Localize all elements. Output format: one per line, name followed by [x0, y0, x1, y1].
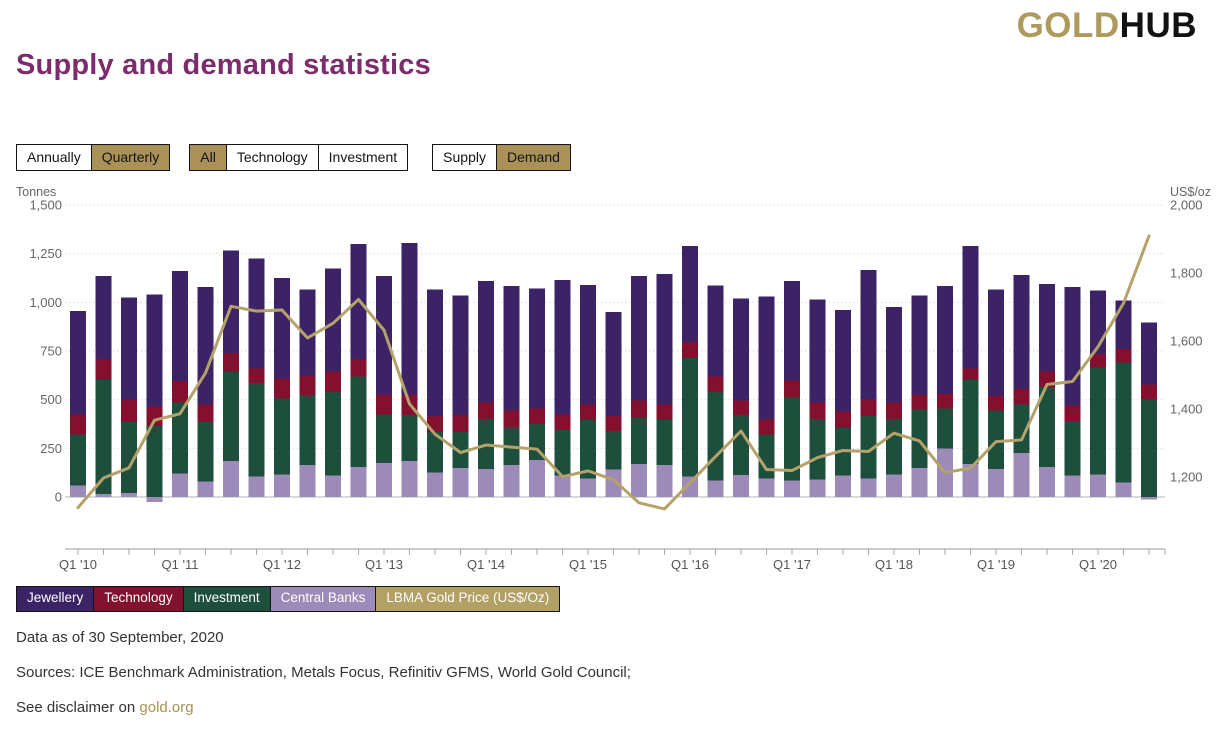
- logo-gold-text: GOLD: [1016, 6, 1120, 45]
- svg-text:0: 0: [55, 490, 62, 505]
- page-title: Supply and demand statistics: [16, 49, 431, 81]
- demand-chart-svg: 0 250 500 750 1,000 1,250 1,500 2,000 1,800 1,600…: [16, 185, 1211, 572]
- svg-text:1,500: 1,500: [29, 198, 62, 213]
- svg-text:Q1 '13: Q1 '13: [365, 557, 403, 572]
- sources-note: Sources: ICE Benchmark Administration, M…: [16, 664, 631, 681]
- legend-chip-technology[interactable]: Technology: [93, 586, 184, 612]
- svg-text:1,800: 1,800: [1170, 266, 1203, 281]
- category-all-button[interactable]: All: [189, 144, 227, 172]
- svg-text:US$/oz: US$/oz: [1170, 185, 1211, 199]
- svg-text:Q1 '15: Q1 '15: [569, 557, 607, 572]
- svg-text:750: 750: [40, 344, 62, 359]
- svg-text:Q1 '12: Q1 '12: [263, 557, 301, 572]
- svg-text:1,200: 1,200: [1170, 470, 1203, 485]
- supply-demand-chart: 0 250 500 750 1,000 1,250 1,500 2,000 1,800 1,600…: [0, 180, 1216, 580]
- svg-text:Q1 '18: Q1 '18: [875, 557, 913, 572]
- flow-demand-button[interactable]: Demand: [495, 144, 571, 172]
- legend-chip-lbma-gold-price[interactable]: LBMA Gold Price (US$/Oz): [375, 586, 561, 612]
- category-investment-button[interactable]: Investment: [317, 144, 409, 172]
- category-toggle: All Technology Investment: [189, 144, 409, 172]
- disclaimer-note: See disclaimer on gold.org: [16, 699, 194, 716]
- svg-text:Q1 '19: Q1 '19: [977, 557, 1015, 572]
- svg-text:Q1 '16: Q1 '16: [671, 557, 709, 572]
- chart-legend: Jewellery Technology Investment Central Ban…: [16, 586, 561, 612]
- frequency-annually-button[interactable]: Annually: [16, 144, 92, 172]
- goldhub-logo: GOLDHUB: [1017, 8, 1197, 43]
- svg-text:1,400: 1,400: [1170, 402, 1203, 417]
- gold-org-link[interactable]: gold.org: [139, 699, 194, 716]
- svg-text:Q1 '10: Q1 '10: [59, 557, 97, 572]
- flow-supply-button[interactable]: Supply: [432, 144, 497, 172]
- svg-text:250: 250: [40, 441, 62, 456]
- logo-hub-text: HUB: [1119, 6, 1197, 45]
- svg-text:1,250: 1,250: [29, 246, 62, 261]
- svg-text:Tonnes: Tonnes: [16, 185, 56, 199]
- svg-text:500: 500: [40, 392, 62, 407]
- svg-text:Q1 '14: Q1 '14: [467, 557, 505, 572]
- chart-controls: Annually Quarterly All Technology Invest…: [16, 144, 571, 172]
- legend-chip-jewellery[interactable]: Jewellery: [16, 586, 95, 612]
- legend-chip-central-banks[interactable]: Central Banks: [269, 586, 377, 612]
- frequency-quarterly-button[interactable]: Quarterly: [90, 144, 171, 172]
- disclaimer-prefix: See disclaimer on: [16, 699, 140, 716]
- frequency-toggle: Annually Quarterly: [16, 144, 171, 172]
- legend-chip-investment[interactable]: Investment: [182, 586, 271, 612]
- svg-text:2,000: 2,000: [1170, 198, 1203, 213]
- flow-toggle: Supply Demand: [432, 144, 571, 172]
- data-as-of-note: Data as of 30 September, 2020: [16, 629, 224, 646]
- svg-text:Q1 '20: Q1 '20: [1079, 557, 1117, 572]
- svg-text:1,600: 1,600: [1170, 334, 1203, 349]
- svg-text:1,000: 1,000: [29, 295, 62, 310]
- svg-text:Q1 '17: Q1 '17: [773, 557, 811, 572]
- svg-text:Q1 '11: Q1 '11: [162, 557, 199, 572]
- category-technology-button[interactable]: Technology: [225, 144, 319, 172]
